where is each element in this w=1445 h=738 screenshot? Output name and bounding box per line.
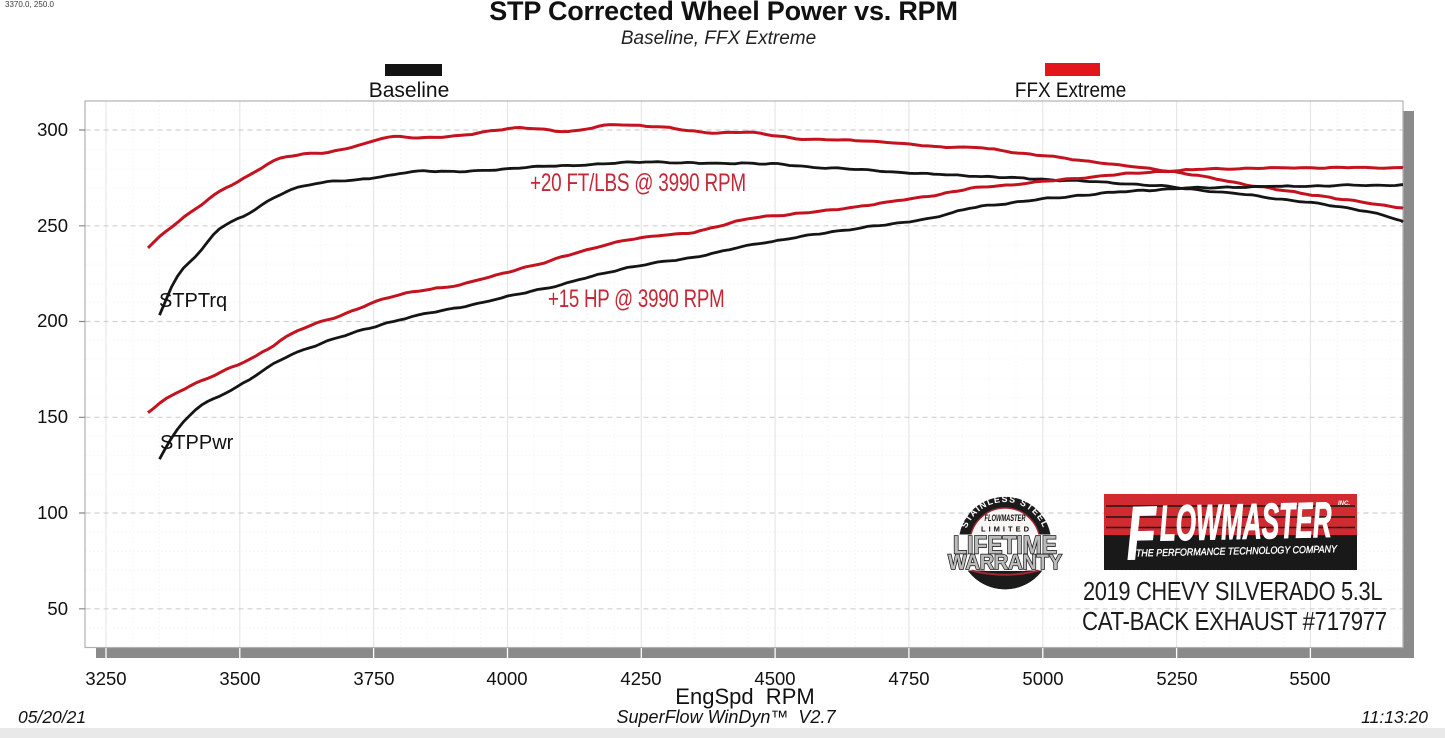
svg-text:F: F	[1126, 494, 1159, 570]
svg-text:LOWMASTER: LOWMASTER	[1159, 494, 1332, 551]
svg-text:INC.: INC.	[1338, 501, 1350, 507]
svg-text:WARRANTY: WARRANTY	[948, 550, 1062, 574]
svg-text:FLOWMASTER: FLOWMASTER	[985, 513, 1026, 523]
svg-text:THE PERFORMANCE TECHNOLOGY COM: THE PERFORMANCE TECHNOLOGY COMPANY	[1136, 544, 1338, 559]
svg-text:LIFETIME: LIFETIME	[953, 532, 1057, 560]
